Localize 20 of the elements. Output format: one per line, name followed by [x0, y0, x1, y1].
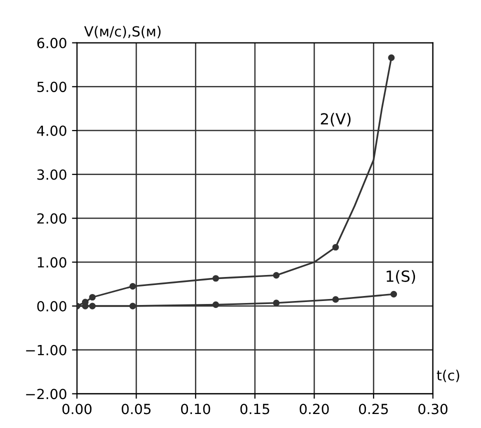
- y-tick-label: 0.00: [37, 300, 66, 312]
- x-tick-label: 0.10: [181, 404, 210, 414]
- y-axis-title: V(м/с),S(м): [84, 26, 161, 38]
- x-tick-label: 0.00: [62, 404, 92, 414]
- x-tick-label: 0.05: [122, 404, 151, 414]
- y-tick-label: −1.00: [26, 344, 66, 356]
- y-tick-label: 4.00: [36, 126, 66, 136]
- x-axis-title: t(с): [436, 370, 460, 382]
- x-tick-label: 0.15: [240, 404, 270, 414]
- x-tick-label: 0.30: [418, 404, 448, 414]
- y-tick-label: −2.00: [26, 388, 66, 400]
- y-tick-label: 6.00: [37, 38, 66, 48]
- x-tick-label: 0.20: [300, 404, 329, 414]
- annotation: 2(V): [320, 112, 351, 126]
- x-tick-label: 0.25: [359, 404, 388, 414]
- annotation: 1(S): [386, 270, 416, 284]
- y-tick-label: 1.00: [38, 257, 66, 268]
- y-tick-label: 5.00: [37, 82, 66, 92]
- y-tick-label: 3.00: [37, 169, 66, 180]
- y-tick-label: 2.00: [37, 213, 66, 224]
